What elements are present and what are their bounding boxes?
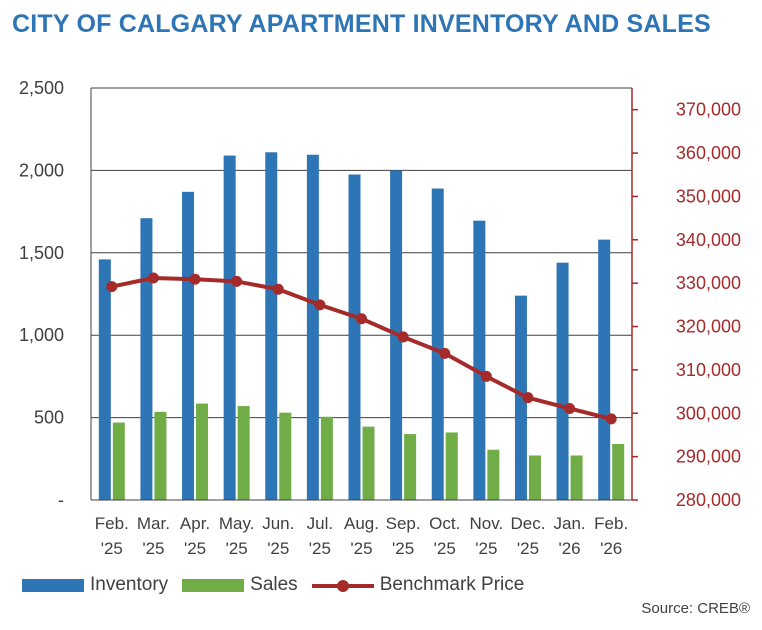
benchmark-point — [605, 413, 617, 425]
y-right-tick-label: 360,000 — [676, 143, 741, 163]
x-tick-label-year: '25 — [101, 539, 123, 558]
x-tick-label-month: Jun. — [262, 514, 294, 533]
x-tick-label-month: Apr. — [180, 514, 210, 533]
inventory-bar — [431, 188, 444, 500]
inventory-bar — [223, 155, 236, 500]
legend-inventory: Inventory — [22, 574, 168, 596]
legend: Inventory Sales Benchmark Price — [22, 572, 538, 598]
inventory-bar — [556, 262, 569, 500]
inventory-bar — [348, 174, 361, 500]
benchmark-line — [106, 272, 617, 425]
x-tick-label-month: Feb. — [594, 514, 628, 533]
y-left-tick-label: 1,500 — [19, 243, 64, 263]
x-tick-label-month: Mar. — [137, 514, 170, 533]
y-right-tick-label: 280,000 — [676, 490, 741, 510]
benchmark-point — [356, 313, 367, 325]
x-tick-label-month: Feb. — [95, 514, 129, 533]
x-tick-label-month: May. — [219, 514, 255, 533]
sales-bar — [445, 432, 458, 500]
y-right-tick-label: 340,000 — [676, 230, 741, 250]
legend-inventory-swatch — [22, 578, 84, 592]
benchmark-point — [189, 273, 201, 285]
inventory-bar — [140, 218, 153, 500]
sales-bar — [196, 403, 209, 500]
sales-bar — [112, 422, 125, 500]
y-right-tick-label: 330,000 — [676, 273, 741, 293]
y-right-tick-label: 350,000 — [676, 186, 741, 206]
legend-benchmark: Benchmark Price — [311, 574, 525, 596]
benchmark-point — [439, 347, 451, 359]
sales-bar — [528, 455, 541, 500]
x-tick-label-month: Dec. — [510, 514, 545, 533]
y-right-tick-label: 310,000 — [676, 360, 741, 380]
bars — [98, 152, 625, 500]
sales-bar — [320, 416, 333, 500]
y-left-tick-label: - — [58, 490, 64, 510]
x-tick-label-year: '25 — [475, 539, 497, 558]
sales-bar — [570, 455, 583, 500]
x-tick-label-year: '25 — [142, 539, 164, 558]
sales-bar — [279, 412, 292, 500]
grid-lines — [91, 87, 632, 419]
inventory-bar — [598, 239, 611, 500]
y-left-tick-label: 500 — [34, 408, 64, 428]
x-tick-label-month: Sep. — [386, 514, 421, 533]
sales-bar — [404, 434, 417, 500]
source-note: Source: CREB® — [641, 600, 750, 617]
axes — [90, 88, 638, 501]
x-tick-label-month: Aug. — [344, 514, 379, 533]
legend-benchmark-label: Benchmark Price — [379, 574, 525, 595]
sales-bar — [612, 443, 625, 500]
x-tick-label-year: '25 — [267, 539, 289, 558]
x-tick-label-month: Jul. — [307, 514, 333, 533]
legend-sales-swatch — [182, 578, 245, 592]
y-left-tick-label: 2,000 — [19, 160, 64, 180]
inventory-bar — [265, 152, 278, 500]
legend-benchmark-swatch — [311, 579, 374, 592]
x-tick-label-year: '25 — [434, 539, 456, 558]
benchmark-point — [231, 275, 243, 287]
benchmark-point — [522, 392, 534, 404]
x-tick-label-month: Jan. — [554, 514, 586, 533]
legend-inventory-label: Inventory — [90, 574, 169, 595]
x-tick-label-year: '25 — [184, 539, 206, 558]
benchmark-point — [564, 402, 576, 414]
y-right-tick-label: 320,000 — [676, 317, 741, 337]
sales-bar — [362, 426, 375, 500]
y-right-tick-label: 300,000 — [676, 403, 741, 423]
x-tick-label-month: Nov. — [469, 514, 503, 533]
x-tick-label-year: '25 — [226, 539, 248, 558]
x-tick-label-month: Oct. — [429, 514, 460, 533]
x-tick-label-year: '25 — [309, 539, 331, 558]
benchmark-point — [397, 331, 409, 343]
inventory-bar — [182, 191, 195, 500]
inventory-bar — [98, 259, 111, 500]
benchmark-point — [480, 370, 492, 382]
x-tick-label-year: '26 — [558, 539, 580, 558]
sales-bar — [154, 411, 167, 500]
benchmark-point — [314, 299, 326, 311]
y-right-tick-label: 290,000 — [676, 447, 741, 467]
x-tick-label-year: '25 — [392, 539, 414, 558]
inventory-bar — [306, 154, 319, 500]
x-tick-label-year: '26 — [600, 539, 622, 558]
legend-sales: Sales — [182, 574, 298, 596]
x-tick-label-year: '25 — [350, 539, 372, 558]
sales-bar — [237, 406, 250, 500]
combo-chart: - 500 1,000 1,500 2,000 2,500 280,000 290,000 30… — [19, 78, 741, 558]
y-left-tick-label: 1,000 — [19, 325, 64, 345]
legend-sales-label: Sales — [250, 574, 298, 595]
inventory-bar — [514, 295, 527, 500]
benchmark-point — [106, 281, 118, 293]
y-right-tick-label: 370,000 — [676, 100, 741, 120]
chart-title: CITY OF CALGARY APARTMENT INVENTORY AND … — [12, 10, 711, 38]
y-left-tick-label: 2,500 — [19, 78, 64, 98]
sales-bar — [487, 449, 500, 500]
benchmark-point — [147, 272, 159, 284]
axis-labels: - 500 1,000 1,500 2,000 2,500 280,000 290,000 30… — [19, 78, 741, 558]
benchmark-point — [272, 283, 284, 295]
x-tick-label-year: '25 — [517, 539, 539, 558]
inventory-bar — [473, 220, 486, 500]
